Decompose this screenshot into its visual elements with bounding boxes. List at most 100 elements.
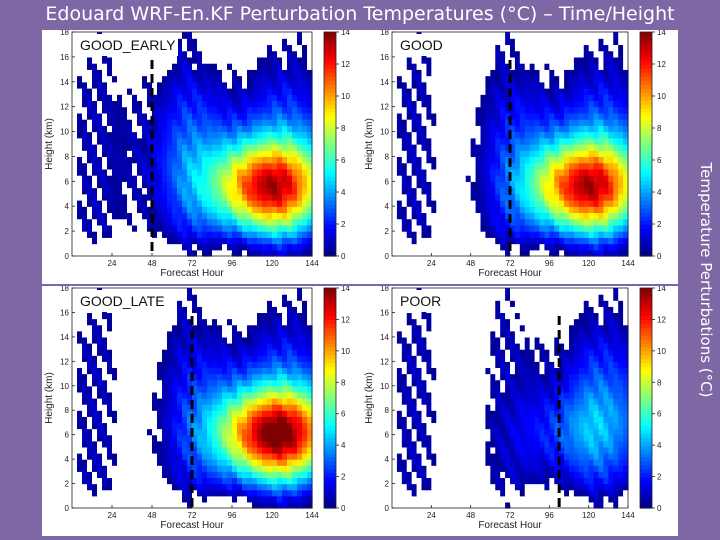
heatmap-cell bbox=[222, 50, 228, 58]
heatmap-cell bbox=[172, 385, 178, 393]
heatmap-cell bbox=[87, 446, 93, 454]
heatmap-cell bbox=[470, 193, 477, 201]
heatmap-cell bbox=[292, 465, 298, 472]
heatmap-cell bbox=[451, 175, 457, 182]
heatmap-cell bbox=[282, 367, 288, 375]
colorbar-segment bbox=[640, 64, 652, 69]
heatmap-cell bbox=[247, 231, 253, 238]
heatmap-cell bbox=[222, 471, 228, 479]
heatmap-cell bbox=[102, 336, 108, 344]
heatmap-cell bbox=[77, 355, 83, 362]
heatmap-cell bbox=[162, 168, 168, 176]
heatmap-cell bbox=[578, 63, 585, 70]
heatmap-cell bbox=[421, 218, 428, 226]
heatmap-cell bbox=[147, 125, 153, 133]
heatmap-cell bbox=[505, 224, 511, 232]
heatmap-cell bbox=[102, 119, 108, 126]
heatmap-cell bbox=[87, 465, 93, 472]
heatmap-cell bbox=[72, 100, 78, 108]
heatmap-cell bbox=[267, 440, 273, 448]
heatmap-cell bbox=[197, 495, 203, 503]
heatmap-cell bbox=[262, 131, 268, 139]
heatmap-cell bbox=[549, 50, 555, 58]
heatmap-cell bbox=[252, 404, 258, 411]
heatmap-cell bbox=[514, 100, 521, 108]
heatmap-cell bbox=[598, 69, 605, 77]
heatmap-cell bbox=[152, 361, 158, 369]
heatmap-cell bbox=[302, 349, 308, 356]
heatmap-cell bbox=[102, 81, 108, 89]
heatmap-cell bbox=[137, 249, 143, 257]
heatmap-cell bbox=[117, 212, 123, 220]
heatmap-cell bbox=[212, 56, 218, 64]
heatmap-cell bbox=[257, 119, 263, 126]
heatmap-cell bbox=[82, 119, 88, 126]
heatmap-cell bbox=[107, 410, 113, 417]
heatmap-cell bbox=[167, 206, 173, 214]
heatmap-cell bbox=[282, 88, 288, 95]
heatmap-cell bbox=[137, 137, 143, 145]
heatmap-cell bbox=[302, 44, 308, 52]
heatmap-cell bbox=[272, 379, 278, 387]
heatmap-cell bbox=[485, 187, 491, 195]
heatmap-cell bbox=[227, 63, 233, 70]
heatmap-cell bbox=[465, 38, 472, 46]
heatmap-cell bbox=[267, 249, 273, 257]
heatmap-cell bbox=[618, 88, 624, 95]
heatmap-cell bbox=[564, 50, 570, 58]
heatmap-cell bbox=[396, 175, 403, 182]
heatmap-cell bbox=[122, 162, 128, 170]
heatmap-cell bbox=[127, 137, 133, 145]
heatmap-cell bbox=[182, 32, 188, 39]
y-tick-label: 14 bbox=[60, 78, 69, 87]
heatmap-cell bbox=[127, 434, 133, 442]
heatmap-cell bbox=[549, 175, 555, 182]
heatmap-cell bbox=[207, 477, 213, 485]
heatmap-cell bbox=[282, 489, 288, 497]
heatmap-cell bbox=[431, 156, 437, 164]
heatmap-cell bbox=[583, 168, 590, 176]
heatmap-cell bbox=[307, 361, 313, 369]
heatmap-cell bbox=[618, 212, 624, 220]
heatmap-cell bbox=[480, 81, 487, 89]
heatmap-cell bbox=[162, 75, 168, 83]
heatmap-cell bbox=[559, 69, 565, 77]
heatmap-cell bbox=[287, 434, 293, 442]
heatmap-cell bbox=[252, 495, 258, 503]
heatmap-cell bbox=[252, 343, 258, 350]
heatmap-cell bbox=[162, 100, 168, 108]
heatmap-cell bbox=[207, 81, 213, 89]
heatmap-cell bbox=[510, 200, 516, 207]
heatmap-cell bbox=[307, 168, 313, 176]
heatmap-cell bbox=[77, 137, 83, 145]
heatmap-cell bbox=[519, 224, 526, 232]
heatmap-cell bbox=[287, 106, 293, 114]
heatmap-cell bbox=[202, 231, 208, 238]
heatmap-cell bbox=[287, 56, 293, 64]
heatmap-cell bbox=[117, 453, 123, 460]
heatmap-cell bbox=[117, 477, 123, 485]
heatmap-cell bbox=[401, 243, 408, 251]
heatmap-cell bbox=[431, 218, 437, 226]
heatmap-cell bbox=[192, 410, 198, 417]
heatmap-cell bbox=[441, 75, 447, 83]
heatmap-cell bbox=[618, 75, 624, 83]
colorbar-segment bbox=[324, 220, 336, 225]
heatmap-cell bbox=[197, 446, 203, 454]
heatmap-cell bbox=[232, 231, 238, 238]
heatmap-cell bbox=[460, 137, 467, 145]
heatmap-cell bbox=[436, 249, 442, 257]
heatmap-cell bbox=[232, 131, 238, 139]
heatmap-cell bbox=[608, 106, 614, 114]
heatmap-cell bbox=[137, 193, 143, 201]
heatmap-cell bbox=[406, 249, 413, 257]
heatmap-cell bbox=[287, 112, 293, 120]
heatmap-cell bbox=[252, 446, 258, 454]
colorbar-segment bbox=[640, 216, 652, 221]
heatmap-cell bbox=[102, 440, 108, 448]
heatmap-cell bbox=[608, 224, 614, 232]
heatmap-cell bbox=[197, 162, 203, 170]
heatmap-cell bbox=[514, 69, 521, 77]
heatmap-cell bbox=[232, 446, 238, 454]
heatmap-cell bbox=[112, 200, 118, 207]
